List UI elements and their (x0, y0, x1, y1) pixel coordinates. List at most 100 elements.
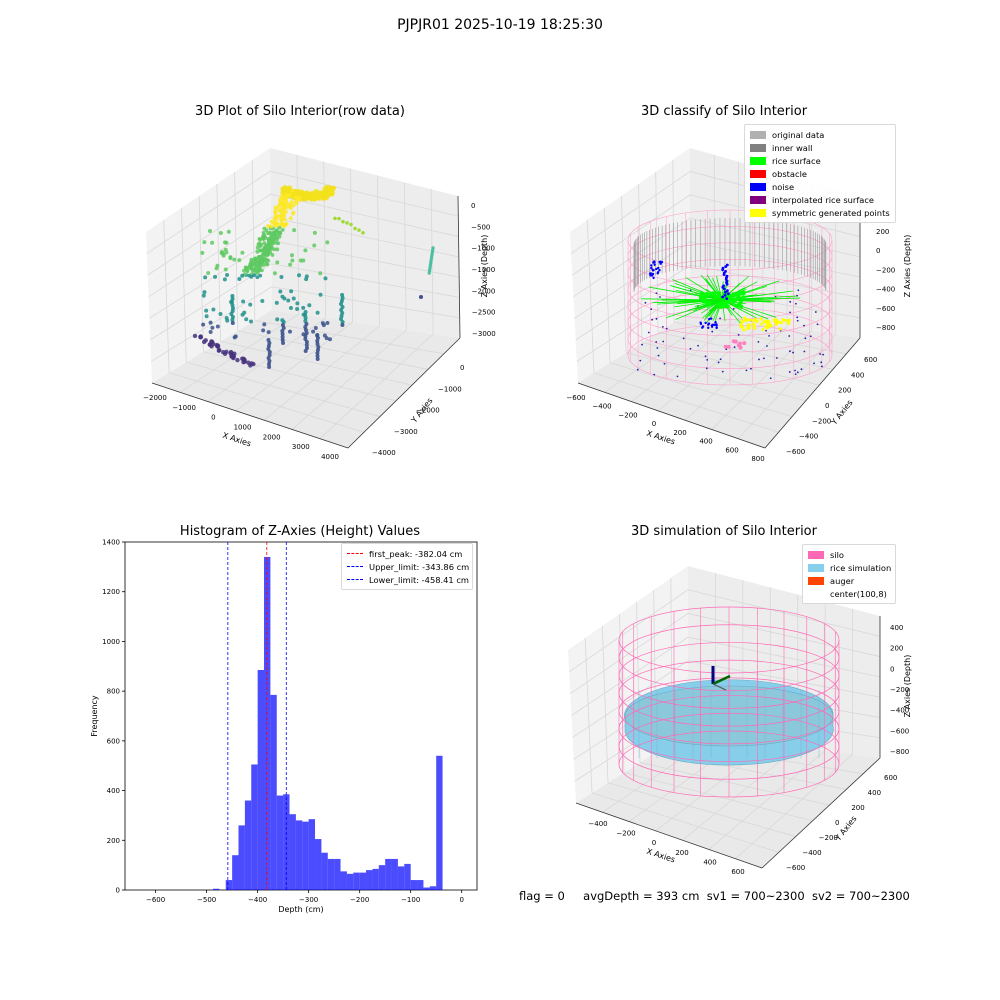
data-point (201, 339, 207, 345)
noise-point (663, 362, 666, 365)
grid-line (708, 750, 826, 850)
legend-label: first_peak: -382.04 cm (369, 548, 463, 559)
legend-item: Upper_limit: -343.86 cm (347, 560, 469, 573)
rice-surface-mark (710, 299, 723, 313)
data-point (267, 350, 272, 354)
grid-line (621, 195, 627, 353)
grid-line (163, 219, 170, 373)
legend-line (347, 579, 363, 580)
data-point (280, 338, 285, 342)
data-point (276, 241, 281, 246)
noise-point (724, 265, 728, 268)
noise-point (814, 311, 817, 313)
data-point (272, 271, 277, 276)
data-point (301, 305, 306, 310)
y-tick-label: 200 (851, 804, 864, 812)
rice-surface-mark (721, 290, 794, 301)
data-point (340, 293, 345, 297)
data-point (272, 232, 277, 236)
data-point (312, 243, 317, 248)
data-point (268, 235, 273, 240)
z-tick-label: 0 (890, 665, 894, 673)
noise-point (658, 269, 661, 272)
noise-point (789, 350, 791, 353)
symmetric-point (747, 326, 751, 330)
histogram-bar (417, 880, 424, 890)
flag-text: flag = 0 (519, 889, 565, 903)
legend-swatch (750, 169, 766, 178)
data-point (218, 311, 223, 316)
grid-line (263, 325, 380, 421)
data-point (208, 320, 213, 325)
noise-point (766, 345, 768, 347)
legend-item: rice surface (750, 154, 890, 167)
symmetric-point (787, 318, 791, 322)
data-point (237, 258, 242, 263)
data-point (266, 356, 271, 360)
symmetric-point (787, 321, 791, 326)
z-tick-label: 200 (890, 645, 903, 653)
noise-point (704, 321, 707, 325)
grid-line (237, 330, 429, 370)
noise-point (651, 269, 655, 272)
data-point (221, 253, 226, 258)
y-tick-label: 800 (107, 688, 120, 696)
noise-point (655, 317, 658, 320)
grid-line (631, 319, 739, 402)
data-point (295, 301, 300, 306)
y-tick-label: −1000 (438, 385, 462, 393)
data-point (282, 195, 287, 199)
data-point (221, 349, 226, 355)
legend-swatch (750, 143, 766, 152)
x-axis-label: X Axies (221, 431, 252, 449)
data-point (202, 240, 207, 245)
noise-point (655, 267, 658, 271)
data-point (327, 192, 333, 197)
grid-line (607, 782, 796, 837)
data-point (267, 341, 272, 345)
x-tick-label: 400 (699, 438, 712, 446)
data-point (307, 303, 312, 308)
rice-surface-point (741, 295, 746, 300)
panel1-3d-scatter: −2000 −1000 0 1000 2000 3000 4000 0 −1000 −2000 −3… (143, 148, 496, 461)
noise-point (726, 289, 729, 292)
data-point (203, 275, 208, 280)
noise-point (792, 351, 794, 354)
histogram-bar (366, 870, 373, 890)
data-point (201, 293, 206, 298)
data-point (429, 256, 434, 260)
histogram-bar (391, 858, 398, 890)
histogram-bar (372, 868, 379, 890)
y-tick-label: 1400 (102, 539, 120, 547)
y-tick-label: 0 (825, 402, 829, 410)
data-point (291, 211, 295, 216)
grid-line (403, 182, 407, 331)
grid-line (682, 746, 798, 841)
data-point (280, 329, 285, 333)
data-point (288, 216, 293, 221)
noise-point (721, 370, 724, 373)
rice-surface-mark (721, 282, 741, 301)
x-tick-label: −300 (299, 896, 318, 904)
data-point (272, 247, 277, 252)
grid-line (609, 362, 793, 417)
noise-point (819, 353, 822, 355)
symmetric-point (747, 323, 751, 327)
sv2-text: sv2 = 700~2300 (811, 889, 910, 903)
data-point (261, 257, 266, 262)
rice-surface-mark (675, 299, 723, 320)
x-tick-label: 1000 (234, 424, 252, 432)
x-axis-label: X Axies (645, 429, 676, 447)
noise-point (789, 311, 791, 314)
histogram-bar (410, 880, 418, 890)
data-point (280, 206, 285, 211)
data-point (301, 193, 307, 199)
rice-surface-mark (641, 298, 723, 301)
noise-point (661, 325, 664, 328)
grid-line (586, 219, 595, 373)
noise-point (697, 344, 699, 347)
x-tick-label: 600 (731, 868, 744, 876)
figure-title: PJPJR01 2025-10-19 18:25:30 (397, 17, 603, 33)
noise-point (757, 341, 760, 343)
data-point (341, 219, 345, 224)
